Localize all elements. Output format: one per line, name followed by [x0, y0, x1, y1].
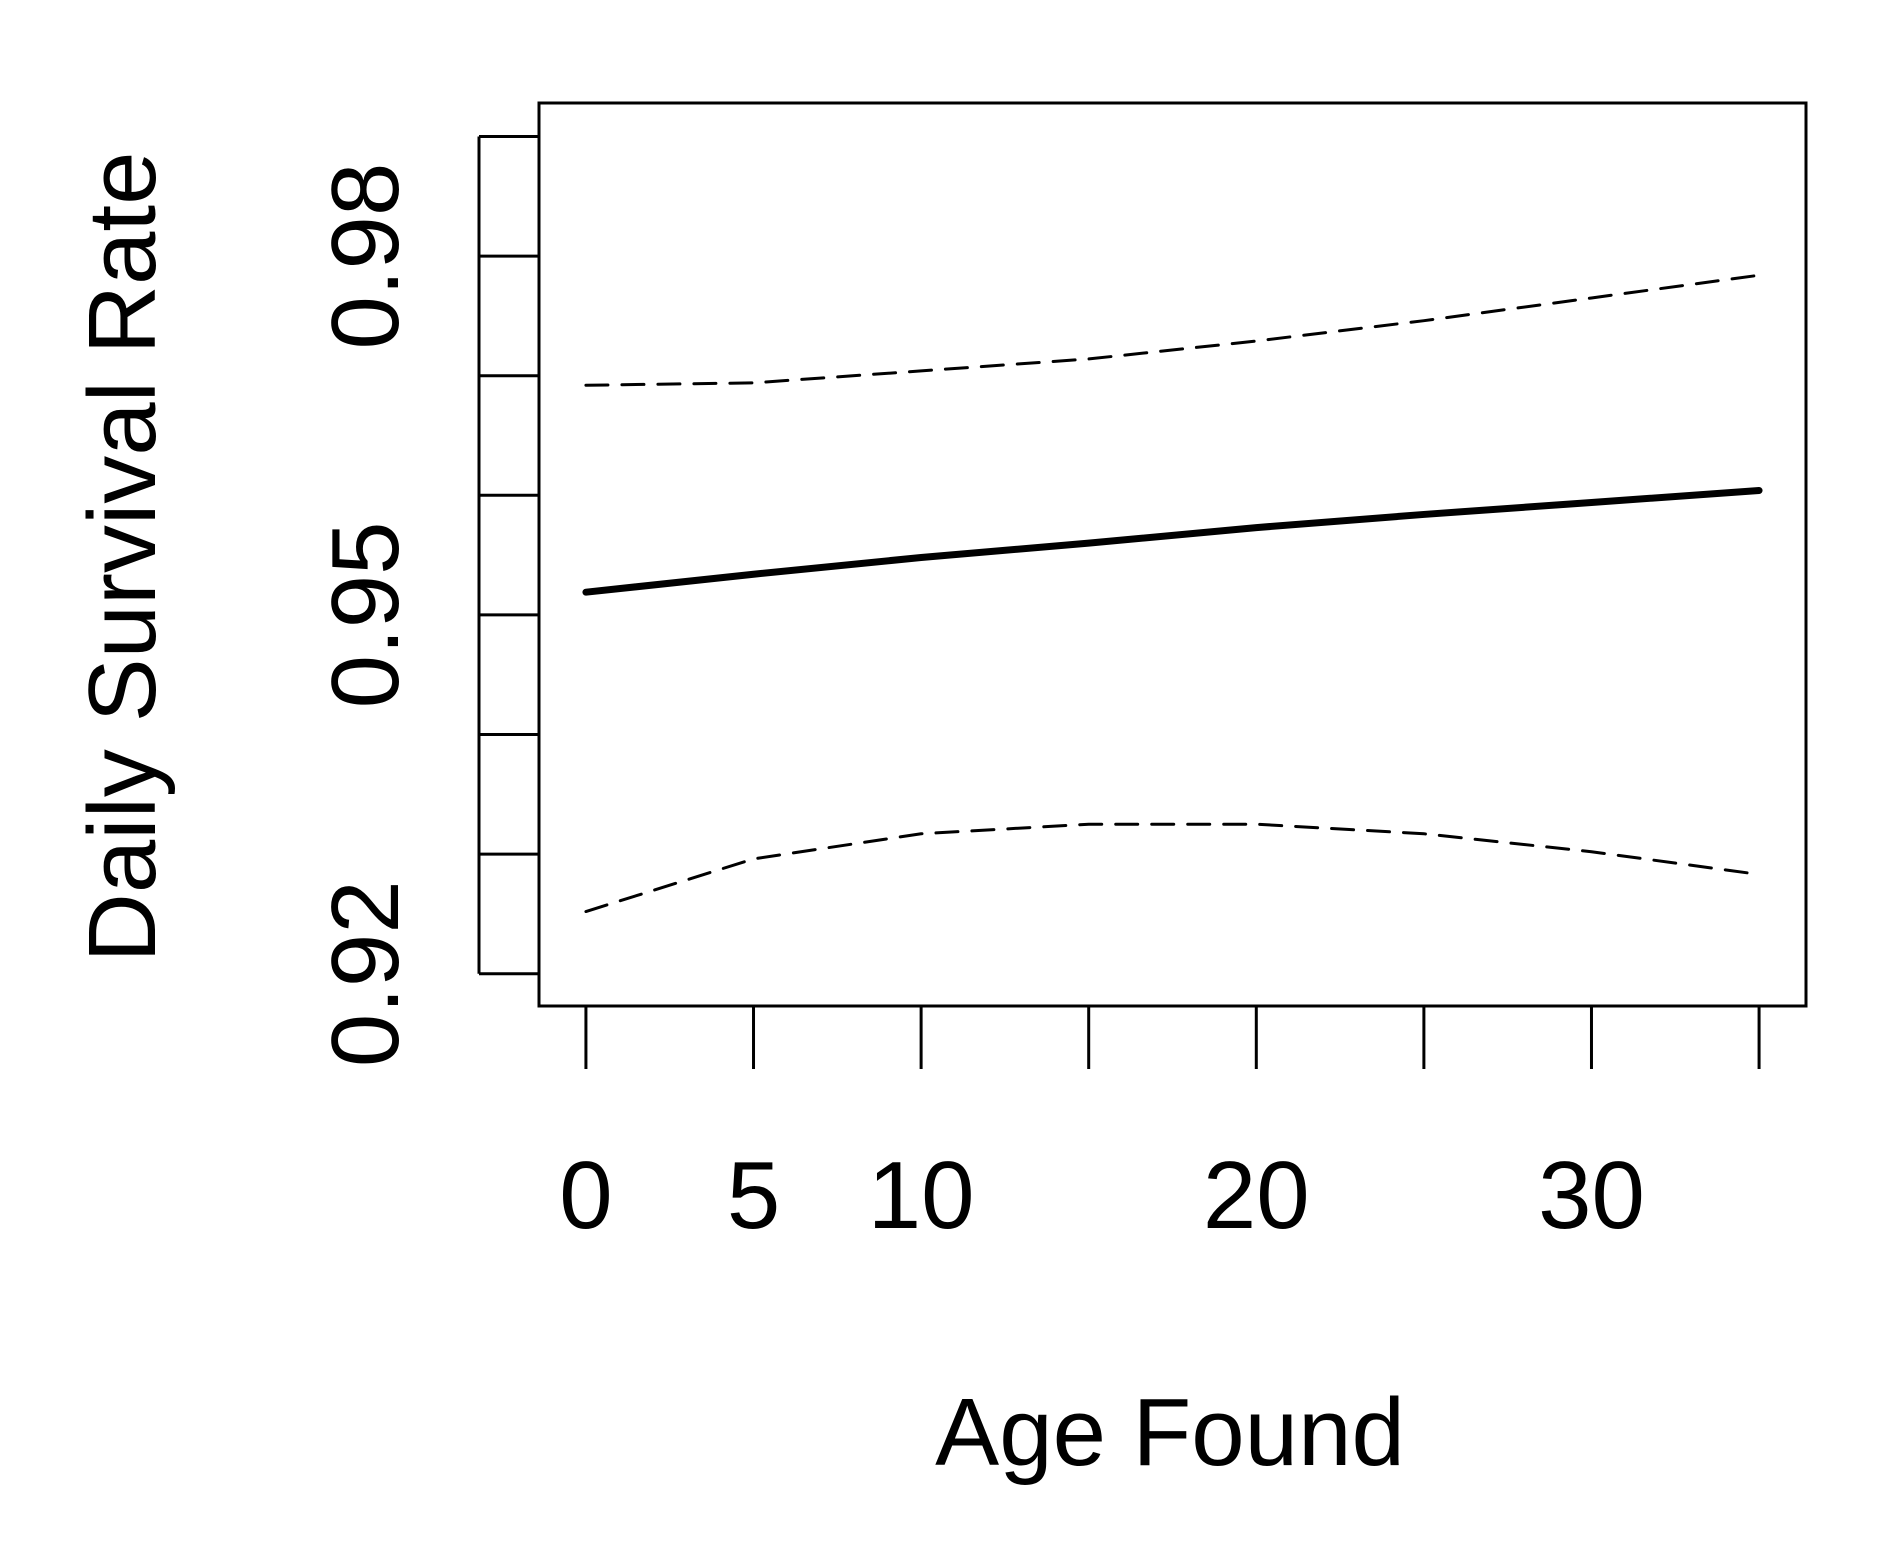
- y-tick-label: 0.98: [312, 163, 419, 350]
- y-tick-label: 0.92: [312, 880, 419, 1067]
- y-axis-title: Daily Survival Rate: [69, 152, 176, 963]
- y-tick-label: 0.95: [312, 521, 419, 708]
- x-tick-label: 5: [727, 1142, 780, 1249]
- x-axis-title: Age Found: [935, 1379, 1405, 1486]
- x-tick-label: 0: [559, 1142, 612, 1249]
- x-tick-label: 10: [868, 1142, 975, 1249]
- x-tick-label: 30: [1538, 1142, 1645, 1249]
- series-line: [584, 822, 1761, 914]
- plot-frame: [537, 101, 1808, 1008]
- series-line: [584, 273, 1761, 387]
- x-tick-label: 20: [1203, 1142, 1310, 1249]
- series-line: [582, 487, 1763, 596]
